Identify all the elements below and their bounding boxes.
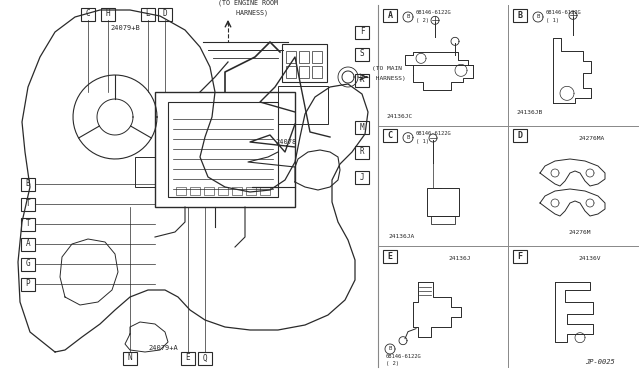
Text: C: C [86,10,90,19]
Text: F: F [360,28,364,36]
Bar [355,170,369,183]
Text: (TO MAIN: (TO MAIN [372,66,402,71]
Text: B: B [388,346,392,352]
Text: HARNESS): HARNESS) [372,76,406,81]
Text: 08146-6122G: 08146-6122G [386,354,422,359]
Bar [21,177,35,190]
Text: 24136J: 24136J [448,256,470,262]
Bar [513,9,527,22]
Bar [513,250,527,263]
Text: B: B [518,10,522,19]
Text: HARNESS): HARNESS) [228,9,268,16]
Bar [513,129,527,142]
Text: ( 2): ( 2) [386,361,399,366]
Text: E: E [387,252,392,261]
Text: B: B [406,15,410,19]
Text: 24276MA: 24276MA [578,136,604,141]
Bar [176,187,186,195]
Bar [155,92,295,207]
Text: 24136JB: 24136JB [516,110,542,115]
Text: ( 1): ( 1) [546,18,559,23]
Text: JP-0025: JP-0025 [585,359,615,365]
Bar [355,26,369,38]
Text: 24079+A: 24079+A [148,345,178,351]
Text: 08146-6122G: 08146-6122G [416,10,452,15]
Text: 24079+B: 24079+B [110,25,140,31]
Bar [204,187,214,195]
Text: S: S [360,49,364,58]
Bar [383,129,397,142]
Bar [158,7,172,20]
Bar [355,145,369,158]
Bar [198,352,212,365]
Text: B: B [26,180,30,189]
Text: R: R [360,148,364,157]
Bar [168,102,278,197]
Bar [282,44,327,82]
Bar [355,74,369,87]
Text: ( 1): ( 1) [416,139,429,144]
Bar [21,278,35,291]
Bar [299,66,309,78]
Text: (TO ENGINE ROOM: (TO ENGINE ROOM [218,0,278,6]
Text: ( 2): ( 2) [416,18,429,23]
Bar [141,7,155,20]
Text: P: P [26,279,30,289]
Bar [383,250,397,263]
Text: 24276M: 24276M [568,230,591,235]
Text: M: M [360,122,364,131]
Text: G: G [26,260,30,269]
Text: T: T [26,219,30,228]
Text: D: D [163,10,167,19]
Text: A: A [26,240,30,248]
Text: 08146-6122G: 08146-6122G [416,131,452,136]
Bar [101,7,115,20]
Bar [21,237,35,250]
Text: 24136V: 24136V [578,256,600,262]
Text: K: K [360,76,364,84]
Text: N: N [128,353,132,362]
Text: F: F [518,252,522,261]
Text: 24136JA: 24136JA [388,234,414,239]
Bar [427,188,459,216]
Text: B: B [406,135,410,140]
Text: L: L [146,10,150,19]
Bar [21,218,35,231]
Text: E: E [186,353,190,362]
Bar [286,66,296,78]
Bar [286,51,296,63]
Bar [431,216,455,224]
Bar [299,51,309,63]
Text: D: D [518,131,522,140]
Bar [355,48,369,61]
Text: 08146-6122G: 08146-6122G [546,10,582,15]
Text: B: B [536,15,540,19]
Bar [190,187,200,195]
Text: T: T [26,199,30,208]
Bar [232,187,242,195]
Bar [218,187,228,195]
Bar [246,187,256,195]
Text: 24078: 24078 [275,139,296,145]
Text: J: J [360,173,364,182]
Bar [278,86,328,124]
Bar [312,51,322,63]
Text: A: A [387,10,392,19]
Text: H: H [106,10,110,19]
Bar [312,66,322,78]
Bar [21,257,35,270]
Bar [383,9,397,22]
Bar [21,198,35,211]
Bar [135,157,155,187]
Text: Q: Q [203,353,207,362]
Text: C: C [387,131,392,140]
Text: 24136JC: 24136JC [386,114,412,119]
Bar [355,121,369,134]
Bar [123,352,137,365]
Bar [260,187,270,195]
Bar [81,7,95,20]
Bar [181,352,195,365]
